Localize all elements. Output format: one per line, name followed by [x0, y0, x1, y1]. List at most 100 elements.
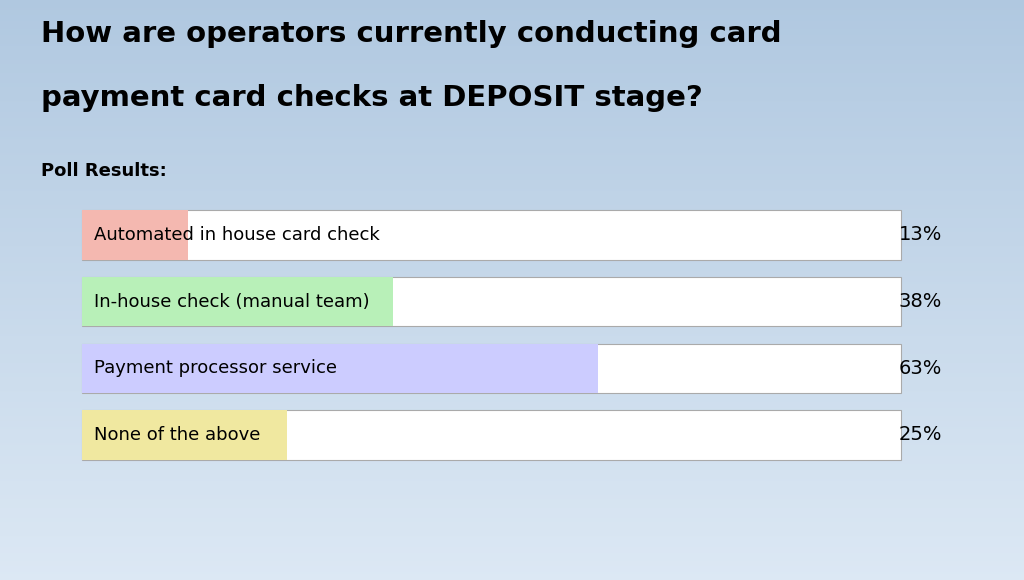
Bar	[0, 265, 1024, 267]
Bar	[0, 354, 1024, 356]
Bar	[0, 348, 1024, 350]
Text: None of the above: None of the above	[94, 426, 260, 444]
Bar	[0, 396, 1024, 398]
Bar	[0, 458, 1024, 460]
Bar	[0, 25, 1024, 27]
Bar	[0, 139, 1024, 141]
Bar	[0, 45, 1024, 46]
Bar	[0, 331, 1024, 332]
Bar	[0, 445, 1024, 447]
Bar	[0, 393, 1024, 394]
Bar	[0, 497, 1024, 499]
Bar	[0, 178, 1024, 180]
Bar	[0, 54, 1024, 56]
Bar	[0, 64, 1024, 66]
Bar	[0, 423, 1024, 425]
Bar	[0, 13, 1024, 16]
Bar	[0, 118, 1024, 120]
Bar	[0, 505, 1024, 506]
Text: Payment processor service: Payment processor service	[94, 359, 337, 378]
Bar	[0, 282, 1024, 284]
FancyBboxPatch shape	[82, 411, 901, 459]
Bar	[0, 251, 1024, 253]
Bar	[0, 110, 1024, 112]
Bar	[0, 42, 1024, 45]
Bar	[0, 398, 1024, 400]
Bar	[0, 2, 1024, 4]
Bar	[0, 431, 1024, 433]
Bar	[0, 476, 1024, 477]
Bar	[0, 215, 1024, 216]
Bar	[0, 93, 1024, 95]
FancyBboxPatch shape	[82, 343, 901, 393]
Bar	[0, 520, 1024, 522]
Bar	[0, 365, 1024, 367]
Bar	[0, 491, 1024, 493]
Bar	[0, 132, 1024, 133]
Bar	[0, 402, 1024, 404]
Bar	[0, 563, 1024, 564]
Bar	[0, 538, 1024, 539]
Bar	[0, 224, 1024, 226]
Bar	[0, 56, 1024, 58]
Bar	[0, 532, 1024, 534]
Bar	[0, 522, 1024, 524]
Bar	[0, 31, 1024, 33]
Bar	[0, 126, 1024, 128]
Bar	[0, 158, 1024, 161]
Bar	[0, 518, 1024, 520]
Bar	[0, 240, 1024, 242]
Bar	[0, 27, 1024, 29]
Bar	[0, 186, 1024, 187]
Bar	[0, 149, 1024, 151]
Bar	[0, 230, 1024, 232]
Bar	[0, 296, 1024, 298]
Bar	[0, 234, 1024, 236]
Bar	[0, 245, 1024, 248]
Bar	[0, 112, 1024, 114]
Bar	[0, 570, 1024, 572]
Bar	[0, 524, 1024, 526]
Bar	[0, 83, 1024, 85]
Bar	[0, 128, 1024, 129]
Bar	[0, 303, 1024, 306]
Bar	[0, 352, 1024, 354]
Bar	[0, 390, 1024, 393]
Bar	[0, 292, 1024, 294]
Bar	[0, 19, 1024, 21]
Bar	[0, 329, 1024, 331]
Bar	[0, 451, 1024, 452]
Bar	[0, 108, 1024, 110]
Bar	[0, 187, 1024, 190]
Bar	[0, 516, 1024, 518]
FancyBboxPatch shape	[82, 211, 188, 260]
Bar	[0, 381, 1024, 383]
Bar	[0, 315, 1024, 317]
Text: 38%: 38%	[899, 292, 942, 311]
Bar	[0, 79, 1024, 81]
Bar	[0, 298, 1024, 300]
Bar	[0, 427, 1024, 429]
Bar	[0, 97, 1024, 99]
Bar	[0, 369, 1024, 371]
Bar	[0, 425, 1024, 427]
Bar	[0, 340, 1024, 342]
Bar	[0, 530, 1024, 532]
Bar	[0, 29, 1024, 31]
Bar	[0, 387, 1024, 389]
Bar	[0, 499, 1024, 501]
Bar	[0, 302, 1024, 303]
Text: payment card checks at DEPOSIT stage?: payment card checks at DEPOSIT stage?	[41, 84, 702, 112]
Bar	[0, 267, 1024, 269]
Bar	[0, 564, 1024, 567]
Bar	[0, 512, 1024, 514]
Bar	[0, 350, 1024, 352]
Bar	[0, 164, 1024, 166]
Bar	[0, 364, 1024, 365]
Bar	[0, 323, 1024, 325]
Bar	[0, 219, 1024, 220]
Bar	[0, 477, 1024, 480]
Text: 63%: 63%	[899, 359, 942, 378]
Bar	[0, 506, 1024, 509]
Bar	[0, 211, 1024, 213]
